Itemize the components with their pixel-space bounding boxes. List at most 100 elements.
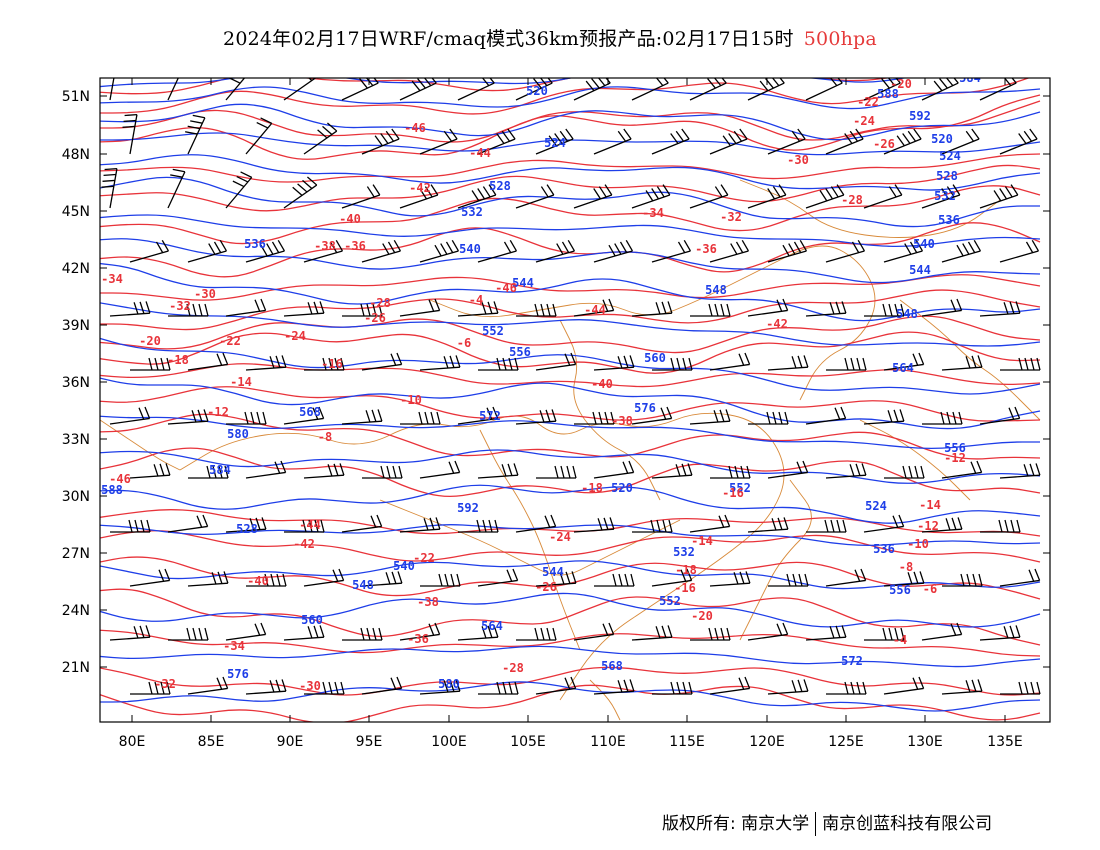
- temperature-label: -12: [944, 451, 966, 465]
- wind-barb: [130, 357, 171, 371]
- wind-barb: [535, 352, 577, 371]
- copyright-owner: 版权所有: 南京大学: [662, 814, 810, 834]
- wind-barb: [187, 239, 228, 263]
- wind-barb: [747, 517, 789, 533]
- wind-barb: [457, 184, 497, 209]
- wind-barb: [109, 301, 151, 317]
- temperature-contour: [100, 315, 1041, 354]
- wind-barb: [341, 514, 383, 533]
- height-label: 528: [236, 522, 258, 536]
- wind-barb: [941, 460, 983, 479]
- height-label: 524: [544, 136, 566, 150]
- lon-label: 85E: [198, 734, 225, 750]
- wind-barb: [477, 128, 516, 155]
- height-label: 564: [892, 361, 914, 375]
- temperature-contour: [100, 331, 1041, 374]
- lat-label: 21N: [62, 660, 90, 676]
- copyright: 版权所有: 南京大学 南京创蓝科技有限公司: [662, 809, 992, 836]
- wind-barb: [593, 460, 635, 479]
- temperature-label: -20: [139, 334, 161, 348]
- height-contour: [100, 176, 1040, 228]
- wind-barb: [863, 184, 903, 209]
- height-label: 544: [909, 263, 931, 277]
- temperature-label: -24: [549, 530, 571, 544]
- temperature-label: -40: [339, 212, 361, 226]
- temperature-label: -4: [469, 293, 483, 307]
- temperature-label: -28: [841, 193, 863, 207]
- wind-barb: [826, 357, 867, 371]
- height-label: 584: [959, 71, 981, 85]
- height-contour: [100, 78, 908, 88]
- wind-barb: [188, 465, 229, 479]
- temperature-label: -24: [284, 329, 306, 343]
- wind-barb: [979, 301, 1021, 317]
- wind-barb: [825, 239, 866, 263]
- wind-barb: [631, 78, 669, 101]
- temperature-label: -30: [194, 287, 216, 301]
- wind-barb: [478, 681, 519, 695]
- height-label: 572: [479, 409, 501, 423]
- wind-barb: [226, 411, 267, 425]
- height-label: 548: [352, 578, 374, 592]
- height-contour: [100, 415, 1040, 450]
- temperature-contour: [100, 164, 1041, 212]
- lat-label: 45N: [62, 204, 90, 220]
- temperature-label: -26: [873, 137, 895, 151]
- temperature-contour: [100, 153, 1041, 183]
- height-contour: [100, 238, 1041, 284]
- wind-barb: [399, 184, 439, 209]
- wind-barb: [864, 303, 905, 317]
- temperature-label: -10: [907, 537, 929, 551]
- wind-barb: [535, 239, 576, 263]
- copyright-company: 南京创蓝科技有限公司: [822, 814, 993, 834]
- height-contours: [100, 78, 1041, 712]
- height-label: 520: [931, 132, 953, 146]
- wind-barb: [767, 128, 806, 155]
- wind-barb: [747, 298, 789, 317]
- temperature-label: -16: [722, 486, 744, 500]
- wind-barb: [457, 78, 495, 101]
- wind-barb: [246, 573, 287, 587]
- wind-barb: [101, 167, 118, 209]
- wind-barb: [805, 406, 847, 425]
- wind-barb: [573, 184, 613, 209]
- temperature-label: -42: [409, 181, 431, 195]
- temperature-label: -44: [469, 146, 491, 160]
- wind-barb: [922, 411, 963, 425]
- height-label: 580: [438, 677, 460, 691]
- wind-barb: [863, 409, 905, 425]
- wind-barb: [283, 406, 325, 425]
- wind-barb: [999, 568, 1041, 587]
- wind-barb: [342, 303, 383, 317]
- height-label: 536: [873, 542, 895, 556]
- height-contour: [100, 377, 1041, 430]
- wind-barb: [516, 303, 557, 317]
- wind-barb: [283, 625, 325, 641]
- wind-barb: [690, 303, 731, 317]
- latitude-labels: 51N 48N 45N 42N 39N 36N 33N 30N 27N 24N 21N: [62, 89, 90, 676]
- wind-barb: [109, 78, 118, 101]
- wind-barb: [457, 625, 499, 641]
- wind-barb: [826, 681, 867, 695]
- height-label: 584: [209, 463, 231, 477]
- wind-barb: [1000, 681, 1041, 695]
- height-label: 556: [944, 441, 966, 455]
- wind-barb: [168, 303, 209, 317]
- temperature-label: -34: [223, 639, 245, 653]
- wind-barb: [689, 409, 731, 425]
- lat-label: 51N: [62, 89, 90, 105]
- lon-label: 130E: [907, 734, 943, 750]
- temperature-label: -18: [675, 563, 697, 577]
- height-contour: [100, 86, 1041, 110]
- temperature-contour: [100, 447, 1041, 498]
- temperature-contour: [100, 386, 1041, 422]
- wind-barb: [825, 463, 867, 479]
- wind-barb: [187, 352, 229, 371]
- temperature-label: -36: [344, 239, 366, 253]
- height-label: 540: [913, 237, 935, 251]
- wind-barb: [631, 301, 673, 317]
- wind-barb: [245, 117, 273, 155]
- axis-ticks: [100, 78, 1050, 722]
- wind-barb: [342, 627, 383, 641]
- wind-barb: [883, 676, 925, 695]
